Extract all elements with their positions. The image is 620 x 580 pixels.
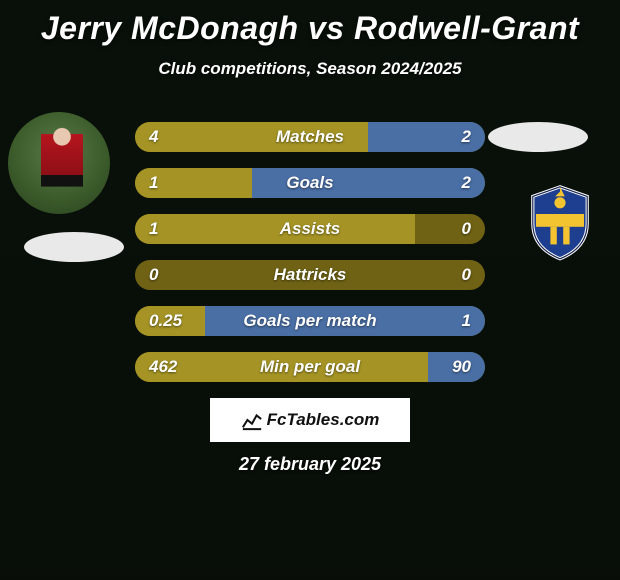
stat-value-right: 2 <box>462 168 471 198</box>
stat-label: Assists <box>135 214 485 244</box>
stat-value-right: 90 <box>452 352 471 382</box>
team-right-badge <box>488 122 588 152</box>
stat-label: Goals per match <box>135 306 485 336</box>
stat-value-left: 462 <box>149 352 177 382</box>
stat-value-left: 4 <box>149 122 158 152</box>
stat-value-right: 0 <box>462 260 471 290</box>
stat-value-left: 1 <box>149 168 158 198</box>
stat-value-left: 0 <box>149 260 158 290</box>
stat-row: Matches4 2 <box>135 122 485 152</box>
stat-row: Hattricks0 0 <box>135 260 485 290</box>
stat-label: Hattricks <box>135 260 485 290</box>
player-left-avatar <box>8 112 110 214</box>
stats-list: Matches42Goals12Assists10Hattricks00Goal… <box>135 122 485 398</box>
branding-panel: FcTables.com <box>210 398 410 442</box>
stat-row: Min per goal462 90 <box>135 352 485 382</box>
stat-label: Matches <box>135 122 485 152</box>
stat-label: Goals <box>135 168 485 198</box>
team-left-badge <box>24 232 124 262</box>
branding-text: FcTables.com <box>267 410 380 430</box>
stat-row: Goals per match0.25 1 <box>135 306 485 336</box>
chart-icon <box>241 409 263 431</box>
page-title: Jerry McDonagh vs Rodwell-Grant <box>0 0 620 47</box>
player-right-crest <box>520 182 600 262</box>
stat-value-right: 1 <box>462 306 471 336</box>
date-label: 27 february 2025 <box>0 454 620 475</box>
stat-value-left: 0.25 <box>149 306 182 336</box>
stat-row: Assists1 0 <box>135 214 485 244</box>
subtitle: Club competitions, Season 2024/2025 <box>0 59 620 79</box>
stat-label: Min per goal <box>135 352 485 382</box>
stat-row: Goals1 2 <box>135 168 485 198</box>
stat-value-left: 1 <box>149 214 158 244</box>
stat-value-right: 0 <box>462 214 471 244</box>
stat-value-right: 2 <box>462 122 471 152</box>
